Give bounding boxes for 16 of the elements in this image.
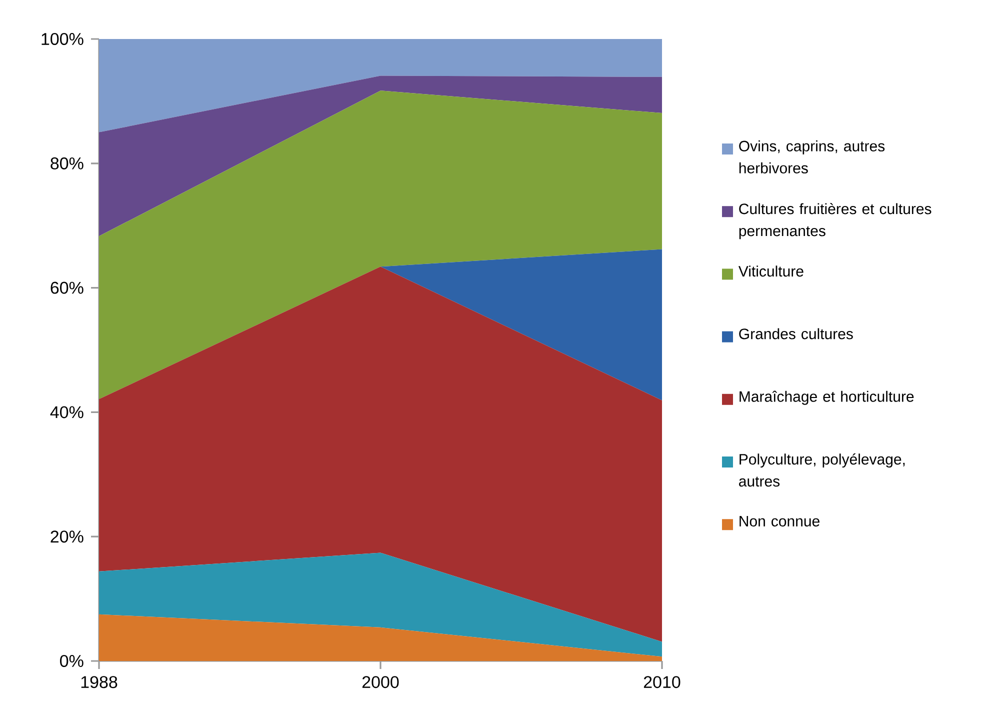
y-tick-label: 20% [50,530,84,543]
legend-label: Ovins, caprins, autres herbivores [739,140,885,174]
legend-label: Viticulture [738,266,804,277]
x-tick-label: 2000 [362,676,399,688]
legend-label: Non connue [740,516,820,526]
y-tick-label: 60% [50,282,84,294]
x-tick-label: 1988 [81,676,118,688]
x-tick-label: 2010 [644,676,680,688]
y-tick-label: 40% [50,406,84,418]
legend-label: Maraîchage et horticulture [740,390,914,405]
y-tick-label: 80% [50,157,84,170]
legend-label: Grandes cultures [739,328,853,340]
y-tick-label: 100% [42,32,84,46]
y-tick-label: 0% [60,654,84,668]
legend-label: Cultures fruitières et cultures permenantes [739,203,932,240]
legend-label: Polyculture, polyélevage, autres [739,453,905,487]
